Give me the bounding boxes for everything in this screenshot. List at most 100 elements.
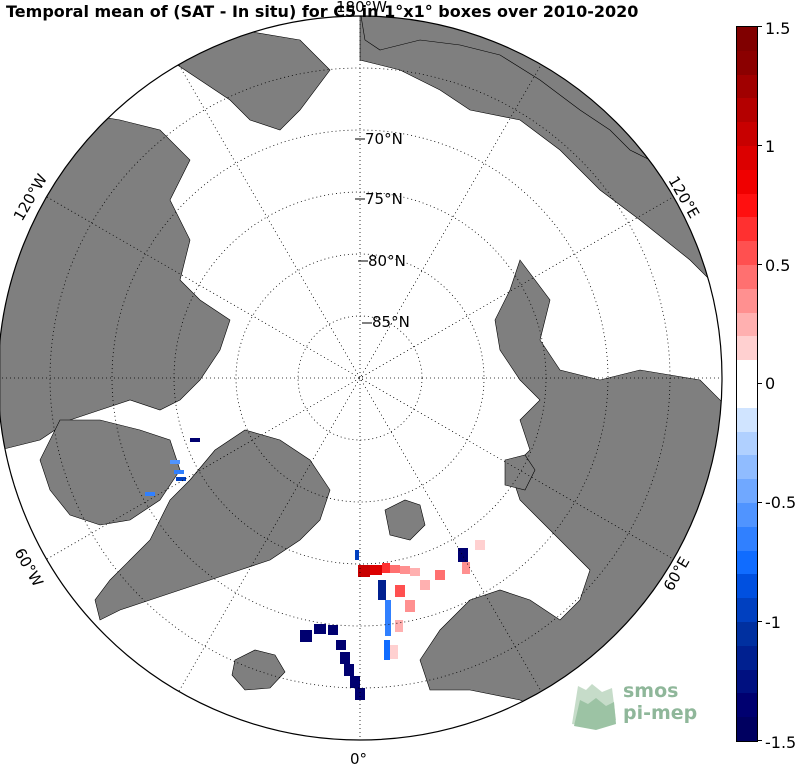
data-box xyxy=(395,620,403,632)
colorbar-swatch xyxy=(737,27,757,51)
colorbar-swatch xyxy=(737,479,757,503)
colorbar-swatch xyxy=(737,502,757,527)
colorbar-tick-label: 0 xyxy=(765,374,776,393)
data-box xyxy=(410,568,420,576)
colorbar-tick-mark xyxy=(758,145,762,146)
data-box xyxy=(350,676,360,688)
colorbar-tick-label: 1 xyxy=(765,137,776,156)
data-box xyxy=(390,565,400,573)
colorbar-tick-mark xyxy=(758,26,762,27)
colorbar-swatch xyxy=(737,407,757,432)
data-box xyxy=(355,688,365,700)
colorbar-swatch xyxy=(737,50,757,75)
data-box xyxy=(435,570,445,580)
lat-label-75: 75°N xyxy=(365,190,403,208)
colorbar-swatch xyxy=(737,526,757,551)
smos-pi-mep-logo: smos pi-mep xyxy=(568,680,708,732)
data-box xyxy=(190,438,200,442)
colorbar-tick-mark xyxy=(758,264,762,265)
colorbar-swatch xyxy=(737,669,757,694)
logo-text-pimep: pi-mep xyxy=(623,702,698,724)
colorbar-tick-label: 1.5 xyxy=(765,19,791,38)
colorbar-swatch xyxy=(737,122,757,146)
lat-label-80: 80°N xyxy=(368,252,406,270)
data-box xyxy=(358,565,370,577)
data-box xyxy=(385,600,391,636)
data-box xyxy=(462,562,470,574)
colorbar-swatch xyxy=(737,264,757,289)
colorbar-swatch xyxy=(737,360,757,384)
data-box xyxy=(370,565,382,575)
data-box xyxy=(420,580,430,590)
logo-wave-icon xyxy=(572,684,616,730)
colorbar-swatch xyxy=(737,550,757,575)
colorbar-swatch xyxy=(737,241,757,265)
land-iceland xyxy=(231,649,286,691)
data-box xyxy=(382,563,390,573)
colorbar-swatch xyxy=(737,145,757,170)
data-box xyxy=(355,550,359,560)
data-box xyxy=(340,652,350,664)
logo-text-smos: smos xyxy=(623,680,679,702)
data-box xyxy=(145,492,155,496)
colorbar-swatch xyxy=(737,288,757,313)
colorbar-tick-label: -1.5 xyxy=(765,733,797,752)
colorbar-swatch xyxy=(737,621,757,646)
colorbar-swatch xyxy=(737,645,757,670)
data-box xyxy=(170,460,180,464)
data-box xyxy=(458,548,468,562)
graticule xyxy=(0,16,722,740)
colorbar-swatch xyxy=(737,98,757,123)
colorbar-swatch xyxy=(737,693,757,718)
colorbar-tick-label: -0.5 xyxy=(765,493,797,512)
data-box xyxy=(400,566,410,574)
colorbar-swatch xyxy=(737,74,757,99)
data-box xyxy=(176,477,186,481)
data-boxes xyxy=(145,438,485,700)
data-box xyxy=(405,600,415,612)
data-box xyxy=(395,585,405,597)
lon-label-0: 0° xyxy=(350,750,367,768)
land-canada-islands xyxy=(39,419,181,526)
lat-label-85: 85°N xyxy=(372,313,410,331)
colorbar-swatch xyxy=(737,312,757,337)
colorbar-swatch xyxy=(737,717,757,741)
data-box xyxy=(390,645,398,659)
data-box xyxy=(384,640,390,660)
data-box xyxy=(378,580,386,600)
map-border xyxy=(0,15,723,741)
colorbar-tick-label: -1 xyxy=(765,613,781,632)
lon-label-60w: 60°W xyxy=(11,545,47,590)
colorbar xyxy=(736,26,758,742)
land-svalbard xyxy=(384,499,426,541)
colorbar-tick-mark xyxy=(758,740,762,741)
colorbar-swatch xyxy=(737,217,757,242)
lat-label-70: 70°N xyxy=(365,130,403,148)
colorbar-tick-label: 0.5 xyxy=(765,256,791,275)
data-box xyxy=(336,640,346,650)
colorbar-swatch xyxy=(737,574,757,599)
lon-label-180w: 180°W xyxy=(336,0,387,16)
colorbar-swatch xyxy=(737,193,757,218)
colorbar-swatch xyxy=(737,169,757,194)
land-greenland xyxy=(94,429,331,621)
data-box xyxy=(174,470,184,474)
land-franz-josef xyxy=(504,454,536,491)
data-box xyxy=(475,540,485,550)
colorbar-tick-mark xyxy=(758,383,762,384)
data-box xyxy=(314,624,326,634)
colorbar-swatch xyxy=(737,431,757,456)
colorbar-swatch xyxy=(737,336,757,361)
data-box xyxy=(344,664,354,676)
colorbar-swatch xyxy=(737,598,757,622)
colorbar-tick-mark xyxy=(758,621,762,622)
colorbar-tick-mark xyxy=(758,502,762,503)
map-title: Temporal mean of (SAT - In situ) for C5 … xyxy=(6,2,639,21)
data-box xyxy=(300,630,312,642)
colorbar-swatch xyxy=(737,383,757,408)
colorbar-swatch xyxy=(737,455,757,480)
land-north-america xyxy=(0,109,231,451)
data-box xyxy=(328,625,338,635)
